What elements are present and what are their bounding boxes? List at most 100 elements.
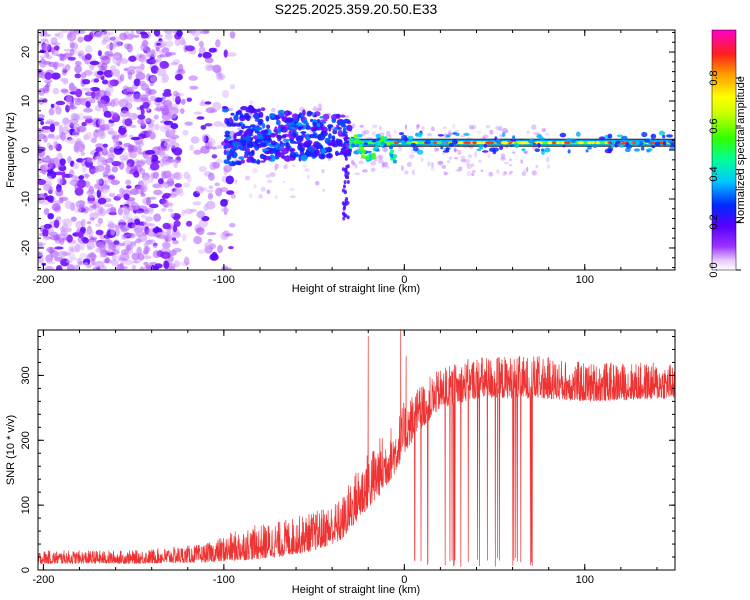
spectrogram-cell: [342, 216, 346, 221]
spectrogram-cell: [69, 30, 79, 33]
spectrogram-cell: [92, 137, 98, 141]
spectrogram-cell: [140, 214, 147, 218]
spectrogram-cell: [500, 153, 506, 159]
spectrogram-cell: [216, 144, 223, 149]
spectrogram-cell: [474, 151, 477, 158]
spectrogram-cell: [303, 141, 309, 147]
spectrogram-cell: [363, 129, 370, 135]
spectrogram-cell: [47, 213, 54, 220]
spectrogram-cell: [166, 229, 172, 235]
spectrogram-cell: [312, 106, 318, 112]
spectrogram-cell: [75, 138, 82, 145]
spectrogram-cell: [126, 185, 132, 189]
spectrogram-cell: [398, 132, 405, 136]
spectrogram-cell: [277, 127, 282, 134]
spectrogram-cell: [240, 106, 249, 111]
spectrogram-cell: [457, 149, 462, 155]
spectrogram-cell: [52, 136, 60, 141]
spectrogram-cell: [84, 173, 90, 179]
spectrogram-cell: [189, 85, 199, 90]
spectrogram-cell: [484, 143, 487, 148]
spectrogram-cell: [447, 132, 453, 136]
spectrogram-cell: [354, 172, 360, 175]
spectrogram-cell: [266, 124, 271, 130]
spectrogram-cell: [300, 131, 307, 134]
spectrogram-cell: [46, 175, 53, 184]
spectrogram-cell: [58, 233, 68, 239]
spectrogram-cell: [157, 145, 167, 151]
spectrogram-cell: [445, 134, 451, 138]
spectrogram-cell: [383, 136, 388, 141]
spectrogram-y-ticks: -20 -10 0 10 20: [20, 31, 675, 269]
spectrogram-cell: [79, 241, 85, 251]
colorbar-tick-label: 0.0: [708, 262, 720, 277]
spectrogram-x-ticks: -200 -100 0 100: [32, 30, 658, 286]
spectrogram-cell: [248, 192, 253, 199]
spectrogram-cell: [302, 164, 307, 168]
spectrogram-cell: [451, 139, 458, 145]
spectrogram-cell: [86, 157, 96, 163]
spectrogram-cell: [378, 154, 383, 160]
spectrogram-cell: [126, 199, 136, 205]
spectrogram-cell: [281, 134, 286, 138]
spectrogram-cell: [258, 142, 267, 147]
spectrogram-cell: [186, 220, 193, 227]
spectrogram-cell: [520, 159, 524, 164]
spectrogram-cell: [445, 172, 449, 175]
spectrogram-cell: [50, 37, 58, 45]
spectrogram-cell: [170, 123, 179, 130]
spectrogram-cell: [69, 169, 75, 178]
spectrogram-cell: [63, 52, 72, 59]
spectrogram-cell: [537, 142, 541, 148]
spectrogram-cell: [486, 141, 495, 145]
spectrogram-cell: [161, 47, 170, 54]
spectrogram-cell: [437, 134, 444, 137]
spectrogram-cell: [308, 145, 313, 152]
spectrogram-cell: [264, 140, 270, 144]
spectrogram-cell: [407, 135, 414, 140]
spectrogram-cell: [97, 50, 102, 57]
spectrogram-cell: [536, 134, 543, 139]
spectrogram-cell: [249, 100, 254, 104]
spectrogram-cell: [591, 141, 595, 145]
spectrogram-cell: [74, 144, 81, 149]
spectrogram-cell: [92, 203, 97, 210]
spectrogram-cell: [110, 206, 117, 214]
spectrogram-cell: [274, 195, 279, 199]
spectrogram-cell: [107, 79, 115, 88]
spectrogram-cell: [119, 128, 126, 136]
spectrogram-cell: [400, 165, 404, 172]
spectrogram-cell: [51, 203, 61, 212]
spectrogram-cell: [245, 115, 251, 122]
spectrogram-cell: [535, 164, 539, 169]
spectrogram-cell: [132, 93, 143, 100]
spectrogram-cell: [118, 242, 125, 247]
spectrogram-cell: [265, 115, 270, 122]
spectrogram-cell: [55, 188, 64, 197]
spectrogram-cell: [331, 135, 336, 142]
spectrogram-cell: [133, 171, 140, 178]
spectrogram-cell: [346, 180, 350, 184]
spectrogram-cell: [447, 129, 452, 134]
spectrogram-cell: [54, 45, 60, 51]
spectrogram-cell: [136, 145, 142, 155]
spectrogram-cell: [48, 186, 54, 195]
spectrogram-cell: [317, 144, 324, 150]
spectrogram-cell: [460, 155, 466, 159]
spectrogram-cell: [585, 149, 589, 153]
spectrogram-cell: [165, 40, 174, 48]
spectrogram-cell: [224, 134, 230, 138]
spectrogram-cell: [107, 223, 118, 229]
spectrogram-cell: [52, 87, 60, 95]
spectrogram-cell: [512, 135, 516, 141]
spectrogram-cell: [258, 194, 264, 199]
spectrogram-cell: [97, 208, 107, 217]
spectrogram-cell: [91, 91, 96, 99]
spectrogram-cell: [514, 142, 519, 149]
spectrogram-y-label: Frequency (Hz): [5, 112, 17, 188]
spectrogram-cell: [120, 249, 130, 255]
spectrogram-cell: [254, 126, 263, 131]
spectrogram-cell: [69, 48, 75, 56]
spectrogram-cell: [204, 57, 214, 64]
spectrogram-cell: [168, 52, 177, 56]
